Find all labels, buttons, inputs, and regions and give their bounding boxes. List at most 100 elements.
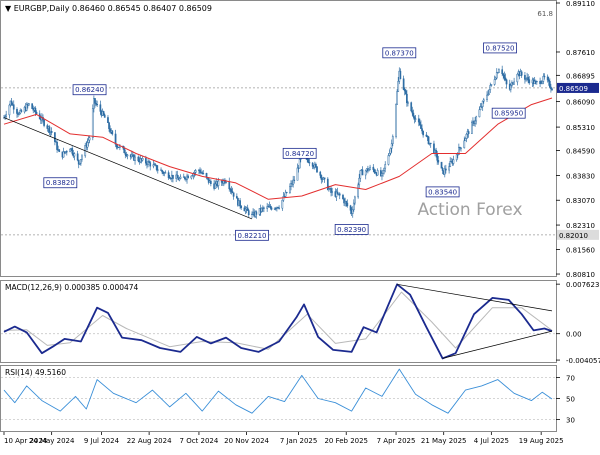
candle-body [278, 207, 280, 209]
candle-body [191, 175, 194, 177]
candle-body [542, 75, 545, 82]
candle-body [433, 143, 435, 154]
candle-body [255, 211, 258, 215]
candle-body [411, 110, 414, 114]
candle-body [342, 194, 344, 200]
candle-body [346, 202, 349, 207]
candle-body [126, 154, 129, 157]
candle-body [289, 186, 291, 194]
candle-body [184, 176, 186, 180]
candle-body [202, 172, 205, 175]
candle-body [425, 134, 428, 137]
candle-body [414, 118, 417, 120]
candle-body [458, 147, 460, 155]
candle-body [270, 207, 273, 210]
candle-body [155, 165, 158, 170]
candle-body [407, 102, 409, 104]
candle-body [413, 116, 416, 120]
candle-body [467, 131, 470, 134]
candle-body [391, 136, 394, 144]
candle-body [381, 173, 383, 176]
candle-body [421, 128, 423, 132]
candle-body [167, 172, 170, 179]
macd-y-tick-label: 0.007623 [566, 281, 599, 289]
candle-body [87, 139, 90, 143]
candle-body [80, 159, 82, 164]
macd-trendline [397, 283, 553, 312]
candle-body [533, 80, 536, 84]
candle-body [351, 209, 354, 214]
candle-body [285, 191, 288, 194]
candle-body [422, 130, 424, 136]
candle-body [269, 205, 272, 208]
candle-body [220, 180, 223, 183]
price-panel-frame [0, 0, 557, 277]
candle-body [307, 159, 310, 163]
x-tick-label: 20 Feb 2025 [324, 437, 368, 445]
x-tick-label: 7 Jan 2025 [280, 437, 318, 445]
price-y-tick-label: 0.89110 [566, 0, 595, 8]
price-annotation-label: 0.87520 [486, 44, 515, 52]
candle-body [376, 170, 379, 176]
candle-body [56, 141, 58, 150]
candle-body [65, 151, 68, 153]
price-annotation-box [72, 84, 107, 96]
candle-body [440, 161, 443, 169]
candle-body [178, 178, 181, 181]
candle-body [18, 113, 21, 115]
price-y-tick-label: 0.84590 [566, 148, 595, 156]
candle-body [225, 181, 227, 183]
candle-body [388, 153, 391, 156]
candle-body [263, 207, 265, 209]
candle-body [94, 98, 96, 104]
candle-body [399, 70, 402, 80]
price-y-tick-label: 0.81560 [566, 247, 595, 255]
candle-body [108, 122, 110, 129]
candle-body [471, 122, 473, 134]
candle-body [349, 205, 352, 211]
candle-body [487, 93, 489, 96]
candle-body [387, 155, 390, 165]
candle-body [548, 81, 551, 88]
candle-body [535, 81, 538, 83]
price-annotation-label: 0.83820 [46, 179, 75, 187]
candle-body [76, 153, 79, 161]
candle-body [516, 73, 519, 83]
candle-body [161, 170, 163, 173]
candle-body [251, 213, 253, 215]
price-annotation-box [282, 147, 317, 159]
candle-body [384, 164, 387, 169]
x-tick-label: 19 Aug 2025 [519, 437, 564, 445]
price-annotation-box [235, 229, 269, 241]
candle-body [478, 109, 481, 118]
current-price-label: 0.86509 [559, 85, 588, 93]
candle-body [199, 169, 201, 173]
candle-body [187, 175, 189, 179]
candle-body [406, 93, 408, 104]
candle-body [336, 191, 339, 195]
x-tick-label: 21 May 2025 [421, 437, 467, 445]
candle-body [541, 81, 544, 84]
candle-body [436, 153, 439, 161]
price-trendline [3, 117, 253, 220]
support-price-label: 0.82010 [559, 232, 588, 240]
candle-body [102, 111, 105, 116]
price-annotation-label: 0.84720 [285, 150, 314, 158]
candle-body [95, 103, 97, 105]
candle-body [308, 162, 311, 164]
x-tick-label: 22 Aug 2024 [127, 437, 172, 445]
candle-body [369, 166, 371, 170]
price-y-tick-label: 0.86895 [566, 72, 595, 80]
candle-body [190, 175, 193, 179]
candle-body [540, 82, 543, 84]
candle-body [448, 166, 450, 171]
candle-body [456, 154, 459, 156]
price-y-tick-label: 0.83830 [566, 172, 595, 180]
candle-body [77, 159, 80, 165]
candle-body [509, 85, 512, 90]
candle-body [501, 69, 504, 74]
current-price-tag [557, 82, 599, 93]
candle-body [331, 191, 334, 193]
candle-body [284, 191, 287, 197]
